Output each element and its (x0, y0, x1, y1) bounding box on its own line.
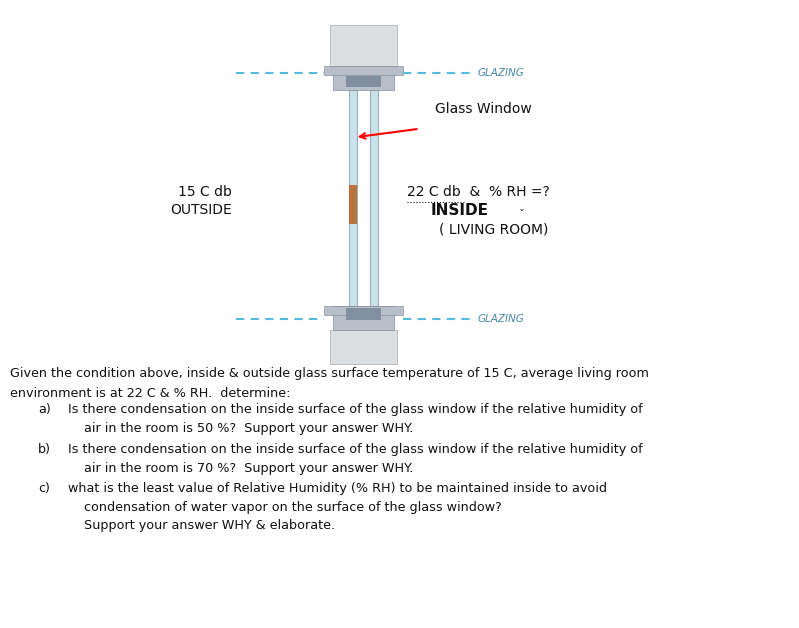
Bar (333, 306, 394, 330)
Bar (349, 90, 357, 306)
Text: air in the room is 70 %?  Support your answer WHY.: air in the room is 70 %? Support your an… (84, 462, 413, 475)
Bar (346, 76, 381, 87)
Text: ˇ: ˇ (519, 210, 525, 220)
Bar (324, 306, 403, 315)
Bar (349, 185, 357, 224)
Bar (370, 90, 378, 306)
Text: air in the room is 50 %?  Support your answer WHY.: air in the room is 50 %? Support your an… (84, 422, 413, 435)
Text: Is there condensation on the inside surface of the glass window if the relative : Is there condensation on the inside surf… (68, 403, 642, 416)
Text: Glass Window: Glass Window (435, 102, 532, 116)
Bar (330, 330, 397, 364)
Bar (330, 25, 397, 66)
Text: Is there condensation on the inside surface of the glass window if the relative : Is there condensation on the inside surf… (68, 443, 642, 456)
Text: 15 C db: 15 C db (178, 185, 232, 198)
Text: c): c) (38, 482, 50, 495)
Text: OUTSIDE: OUTSIDE (170, 203, 232, 217)
Text: GLAZING: GLAZING (478, 68, 525, 78)
Text: ( LIVING ROOM): ( LIVING ROOM) (439, 222, 549, 236)
Text: environment is at 22 C & % RH.  determine:: environment is at 22 C & % RH. determine… (10, 387, 290, 401)
Text: a): a) (38, 403, 51, 416)
Text: 22 C db  &  % RH =?: 22 C db & % RH =? (407, 185, 551, 198)
Text: condensation of water vapor on the surface of the glass window?: condensation of water vapor on the surfa… (84, 501, 502, 514)
Bar (333, 66, 394, 90)
Text: Support your answer WHY & elaborate.: Support your answer WHY & elaborate. (84, 519, 335, 533)
Bar (324, 66, 403, 75)
Text: b): b) (38, 443, 51, 456)
Bar (346, 308, 381, 320)
Text: GLAZING: GLAZING (478, 314, 525, 324)
Text: Given the condition above, inside & outside glass surface temperature of 15 C, a: Given the condition above, inside & outs… (10, 367, 649, 381)
Text: what is the least value of Relative Humidity (% RH) to be maintained inside to a: what is the least value of Relative Humi… (68, 482, 607, 495)
Text: INSIDE: INSIDE (431, 203, 488, 218)
